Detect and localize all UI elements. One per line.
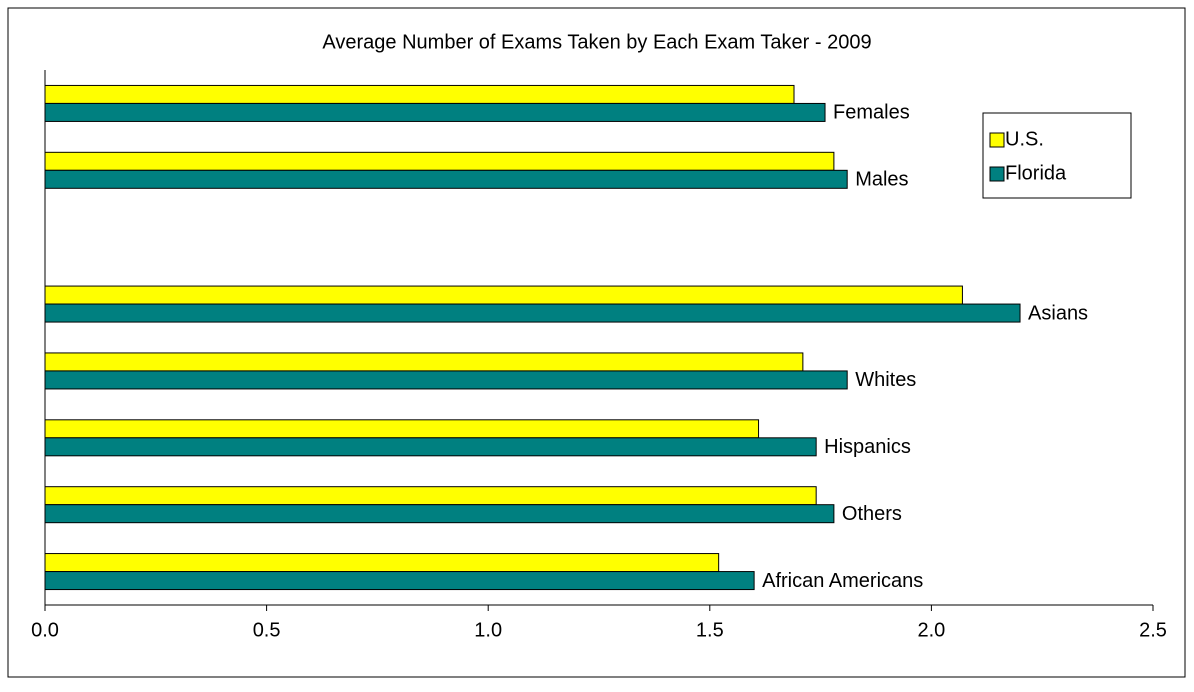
bar [44,303,1021,323]
bar [44,571,755,591]
category-label: Hispanics [824,436,911,458]
bar [44,169,848,189]
category-label: Others [842,503,902,525]
category-label: Whites [855,369,916,391]
legend-box [982,112,1132,199]
category-label: African Americans [762,570,923,592]
bar [44,352,804,372]
x-tick-label: 0.0 [31,619,59,641]
x-tick-label: 2.5 [1139,619,1167,641]
legend-swatch [989,132,1005,148]
bar [44,504,835,524]
category-label: Females [833,102,910,124]
x-tick-label: 1.5 [696,619,724,641]
bar [44,84,795,104]
x-tick-label: 1.0 [474,619,502,641]
legend-label: U.S. [1005,128,1044,150]
bar [44,285,963,305]
category-label: Asians [1028,302,1088,324]
bar [44,486,817,506]
bar [44,437,817,457]
bar [44,102,826,122]
x-tick-label: 2.0 [917,619,945,641]
bar [44,370,848,390]
chart-title: Average Number of Exams Taken by Each Ex… [322,31,871,53]
bar [44,151,835,171]
bar [44,419,760,439]
legend-swatch [989,166,1005,182]
bar [44,553,720,573]
category-label: Males [855,169,908,191]
x-tick-label: 0.5 [253,619,281,641]
legend-label: Florida [1005,162,1067,184]
